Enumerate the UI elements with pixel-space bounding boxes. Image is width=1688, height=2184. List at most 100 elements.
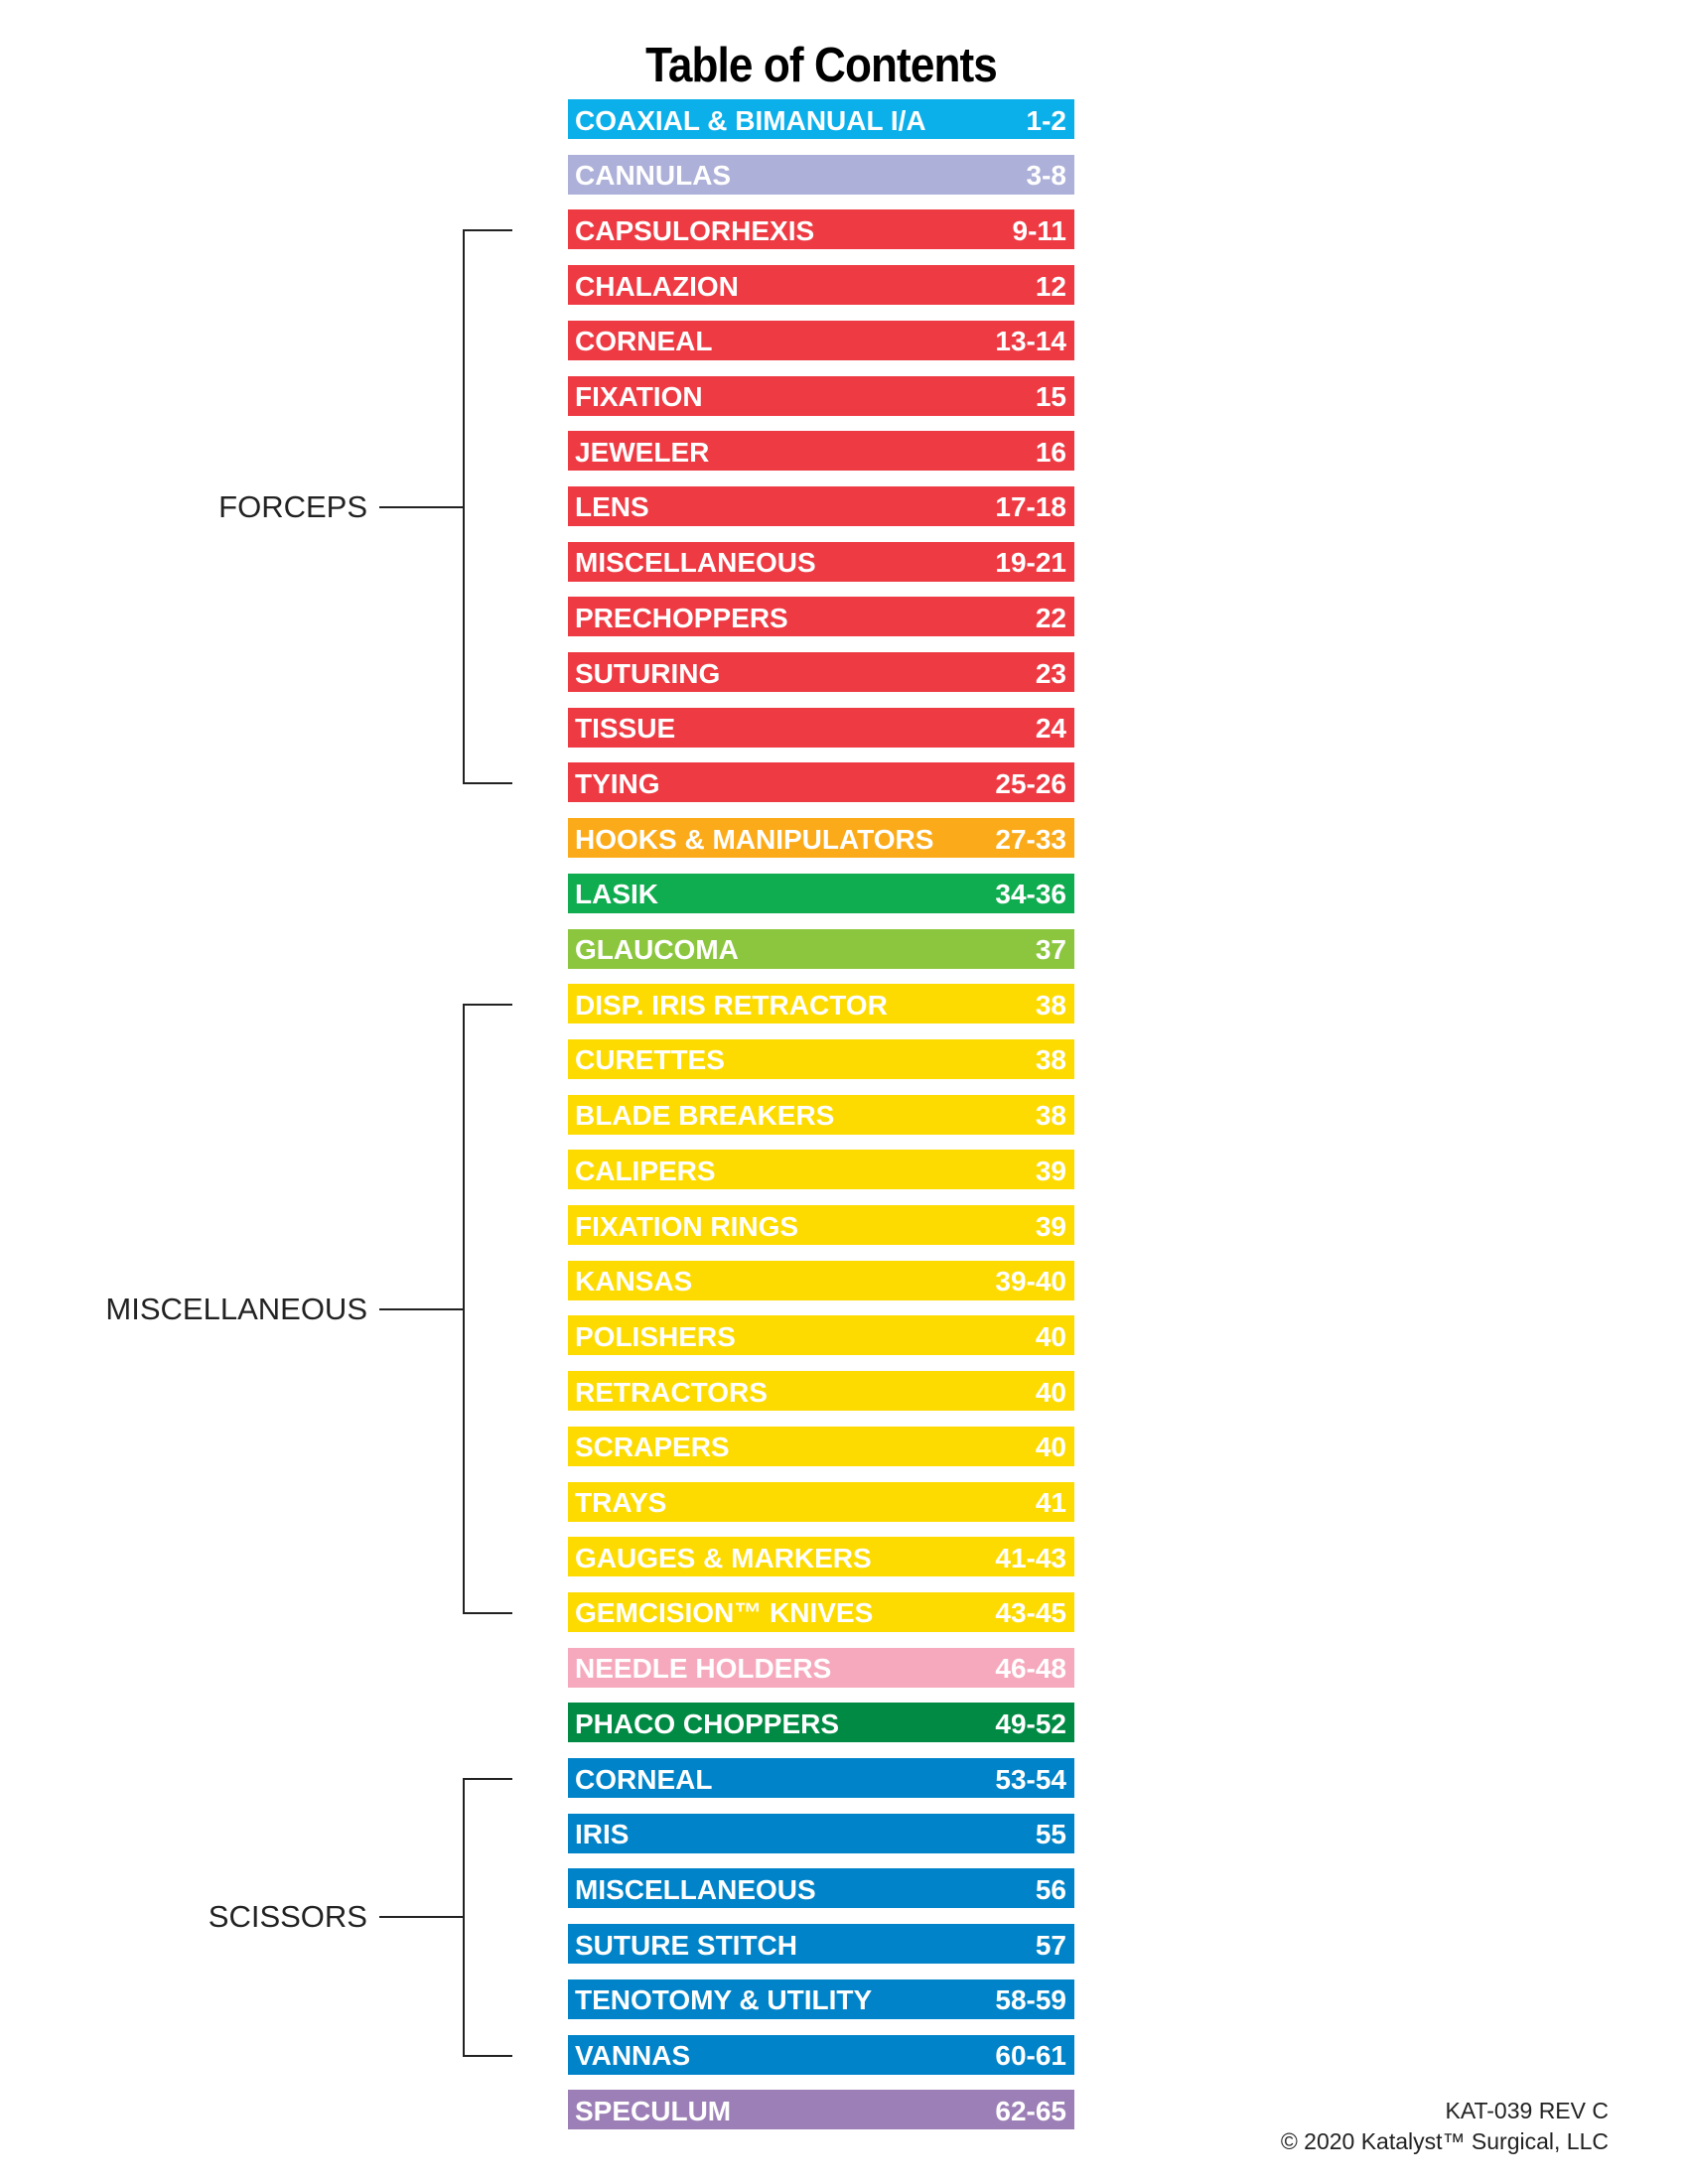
toc-entry-label: FIXATION (575, 381, 703, 412)
toc-entry-pages: 19-21 (995, 547, 1066, 579)
group-label: FORCEPS (218, 488, 367, 524)
toc-entry[interactable]: LASIK 34-36 (568, 873, 1074, 913)
toc-entry-label: GLAUCOMA (575, 934, 739, 965)
toc-entry[interactable]: SUTURE STITCH 57 (568, 1924, 1074, 1965)
copyright: © 2020 Katalyst™ Surgical, LLC (1280, 2128, 1609, 2154)
toc-entry[interactable]: CANNULAS 3-8 (568, 154, 1074, 195)
toc-entry-pages: 38 (1035, 989, 1066, 1021)
toc-entry[interactable]: COAXIAL & BIMANUAL I/A 1-2 (568, 99, 1074, 139)
toc-entry[interactable]: GEMCISION™ KNIVES 43-45 (568, 1591, 1074, 1632)
toc-entry[interactable]: JEWELER 16 (568, 431, 1074, 472)
toc-entry[interactable]: RETRACTORS 40 (568, 1371, 1074, 1412)
toc-entry-label: SPECULUM (575, 2095, 732, 2126)
toc-entry-label: CHALAZION (575, 270, 739, 302)
group-bracket (463, 1778, 512, 2057)
toc-entry[interactable]: TISSUE 24 (568, 707, 1074, 748)
toc-entry-pages: 12 (1035, 270, 1066, 302)
toc-entry-label: JEWELER (575, 436, 710, 468)
toc-entry-pages: 23 (1035, 657, 1066, 689)
toc-entry-pages: 16 (1035, 436, 1066, 468)
toc-entry-pages: 39 (1035, 1210, 1066, 1242)
toc-entry[interactable]: VANNAS 60-61 (568, 2034, 1074, 2075)
group-connector (379, 505, 463, 508)
toc-entry-pages: 40 (1035, 1432, 1066, 1463)
toc-entry[interactable]: SCRAPERS 40 (568, 1426, 1074, 1466)
toc-entry[interactable]: POLISHERS 40 (568, 1315, 1074, 1356)
toc-entry-label: LASIK (575, 879, 658, 910)
toc-entry[interactable]: CAPSULORHEXIS 9-11 (568, 209, 1074, 250)
toc-entry-label: CANNULAS (575, 160, 732, 192)
toc-entry-label: TENOTOMY & UTILITY (575, 1984, 873, 2016)
toc-entry-pages: 9-11 (1012, 214, 1067, 246)
toc-entry-pages: 38 (1035, 1044, 1066, 1076)
toc-entry-pages: 40 (1035, 1376, 1066, 1408)
toc-entry[interactable]: CHALAZION 12 (568, 265, 1074, 306)
toc-entry-label: GEMCISION™ KNIVES (575, 1597, 874, 1629)
toc-entry-pages: 24 (1035, 713, 1066, 745)
toc-entry[interactable]: GLAUCOMA 37 (568, 928, 1074, 969)
toc-entry-label: FIXATION RINGS (575, 1210, 799, 1242)
toc-entry-pages: 25-26 (995, 767, 1066, 799)
toc-entry-pages: 58-59 (995, 1984, 1066, 2016)
group-bracket (463, 1004, 512, 1614)
toc-entry[interactable]: FIXATION RINGS 39 (568, 1205, 1074, 1245)
toc-entry-pages: 39 (1035, 1155, 1066, 1186)
toc-entry-label: CURETTES (575, 1044, 725, 1076)
toc-entry[interactable]: MISCELLANEOUS 56 (568, 1868, 1074, 1909)
toc-entry-label: CORNEAL (575, 1763, 713, 1795)
toc-entry-label: CALIPERS (575, 1155, 716, 1186)
toc-entry[interactable]: TYING 25-26 (568, 762, 1074, 803)
toc-entry-label: TYING (575, 767, 660, 799)
toc-entry-label: SUTURE STITCH (575, 1929, 797, 1961)
toc-entry[interactable]: TRAYS 41 (568, 1481, 1074, 1522)
toc-entry-label: GAUGES & MARKERS (575, 1542, 872, 1573)
toc-entry-label: HOOKS & MANIPULATORS (575, 823, 934, 855)
toc-entry[interactable]: CORNEAL 13-14 (568, 320, 1074, 360)
toc-entry-pages: 55 (1035, 1819, 1066, 1850)
group-label: SCISSORS (208, 1899, 367, 1935)
toc-entry-pages: 3-8 (1026, 160, 1066, 192)
toc-entry[interactable]: PRECHOPPERS 22 (568, 597, 1074, 637)
toc-entry[interactable]: FIXATION 15 (568, 375, 1074, 416)
toc-entry[interactable]: KANSAS 39-40 (568, 1260, 1074, 1300)
group-label: MISCELLANEOUS (105, 1291, 367, 1326)
toc-entry-pages: 37 (1035, 934, 1066, 965)
toc-entry-pages: 13-14 (995, 326, 1066, 357)
toc-entry-label: VANNAS (575, 2040, 691, 2071)
group-connector (379, 1307, 463, 1310)
toc-entry[interactable]: BLADE BREAKERS 38 (568, 1094, 1074, 1135)
toc-entry[interactable]: MISCELLANEOUS 19-21 (568, 541, 1074, 582)
toc-entry-label: NEEDLE HOLDERS (575, 1653, 832, 1685)
group-bracket (463, 229, 512, 785)
toc-entry-label: CORNEAL (575, 326, 713, 357)
toc-entry-pages: 43-45 (995, 1597, 1066, 1629)
toc-entry[interactable]: IRIS 55 (568, 1813, 1074, 1853)
toc-entry-label: MISCELLANEOUS (575, 1873, 816, 1905)
toc-entry-label: MISCELLANEOUS (575, 547, 816, 579)
toc-entry-pages: 27-33 (995, 823, 1066, 855)
toc-entry-pages: 49-52 (995, 1707, 1066, 1739)
toc-entry-pages: 41-43 (995, 1542, 1066, 1573)
toc-entry-label: CAPSULORHEXIS (575, 214, 815, 246)
toc-entry-pages: 17-18 (995, 491, 1066, 523)
toc-entry[interactable]: NEEDLE HOLDERS 46-48 (568, 1647, 1074, 1688)
toc-entry-pages: 57 (1035, 1929, 1066, 1961)
toc-entry[interactable]: GAUGES & MARKERS 41-43 (568, 1537, 1074, 1577)
toc-entry-label: PRECHOPPERS (575, 602, 788, 633)
toc-entry-pages: 1-2 (1026, 104, 1066, 136)
toc-entry[interactable]: LENS 17-18 (568, 485, 1074, 526)
toc-entry[interactable]: CORNEAL 53-54 (568, 1758, 1074, 1798)
toc-entry[interactable]: CALIPERS 39 (568, 1150, 1074, 1190)
toc-entry[interactable]: DISP. IRIS RETRACTOR 38 (568, 984, 1074, 1024)
group-connector (379, 1916, 463, 1919)
toc-entry[interactable]: HOOKS & MANIPULATORS 27-33 (568, 818, 1074, 859)
toc-entry[interactable]: PHACO CHOPPERS 49-52 (568, 1703, 1074, 1743)
toc-entry[interactable]: SUTURING 23 (568, 652, 1074, 692)
toc-entry[interactable]: TENOTOMY & UTILITY 58-59 (568, 1979, 1074, 2019)
toc-entry-pages: 46-48 (995, 1653, 1066, 1685)
toc-entry-pages: 34-36 (995, 879, 1066, 910)
toc-entry[interactable]: CURETTES 38 (568, 1038, 1074, 1079)
toc-entry-label: POLISHERS (575, 1320, 736, 1352)
toc-entry[interactable]: SPECULUM 62-65 (568, 2090, 1074, 2130)
toc-entry-label: SUTURING (575, 657, 721, 689)
